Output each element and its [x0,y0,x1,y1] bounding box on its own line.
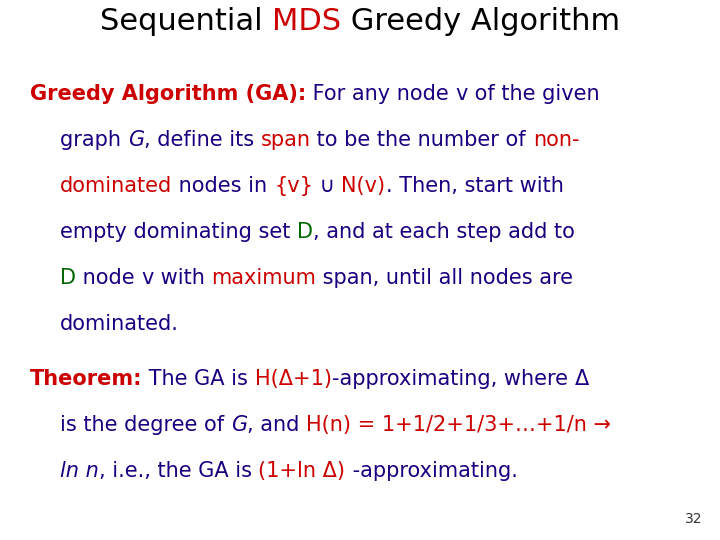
Text: ∪: ∪ [313,176,341,196]
Text: v: v [141,268,153,288]
Text: span, until all nodes are: span, until all nodes are [316,268,573,288]
Text: Theorem:: Theorem: [30,369,143,389]
Text: D: D [60,268,76,288]
Text: v: v [456,84,468,104]
Text: , and: , and [247,415,306,435]
Text: empty dominating set: empty dominating set [60,222,297,242]
Text: , i.e., the GA is: , i.e., the GA is [99,461,258,481]
Text: The GA is: The GA is [143,369,255,389]
Text: For any node: For any node [306,84,456,104]
Text: span: span [261,130,310,150]
Text: with: with [153,268,211,288]
Text: -approximating.: -approximating. [346,461,518,481]
Text: is the degree of: is the degree of [60,415,230,435]
Text: H(Δ+1): H(Δ+1) [255,369,332,389]
Text: ln n: ln n [60,461,99,481]
Text: nodes in: nodes in [172,176,274,196]
Text: Greedy Algorithm: Greedy Algorithm [341,7,621,36]
Text: non-: non- [533,130,580,150]
Text: (1+ln Δ): (1+ln Δ) [258,461,346,481]
Text: Greedy Algorithm (GA):: Greedy Algorithm (GA): [30,84,306,104]
Text: 32: 32 [685,512,702,526]
Text: . Then, start with: . Then, start with [385,176,563,196]
Text: G: G [127,130,144,150]
Text: N(v): N(v) [341,176,385,196]
Text: MDS: MDS [272,7,341,36]
Text: node: node [76,268,141,288]
Text: Δ: Δ [575,369,589,389]
Text: dominated: dominated [60,176,172,196]
Text: {v}: {v} [274,176,313,196]
Text: graph: graph [60,130,127,150]
Text: to be the number of: to be the number of [310,130,533,150]
Text: H(n) = 1+1/2+1/3+…+1/n →: H(n) = 1+1/2+1/3+…+1/n → [306,415,611,435]
Text: , and at each step add to: , and at each step add to [313,222,575,242]
Text: of the given: of the given [468,84,600,104]
Text: , define its: , define its [144,130,261,150]
Text: Sequential: Sequential [99,7,272,36]
Text: dominated.: dominated. [60,314,179,334]
Text: -approximating, where: -approximating, where [332,369,575,389]
Text: maximum: maximum [211,268,316,288]
Text: D: D [297,222,313,242]
Text: G: G [230,415,247,435]
